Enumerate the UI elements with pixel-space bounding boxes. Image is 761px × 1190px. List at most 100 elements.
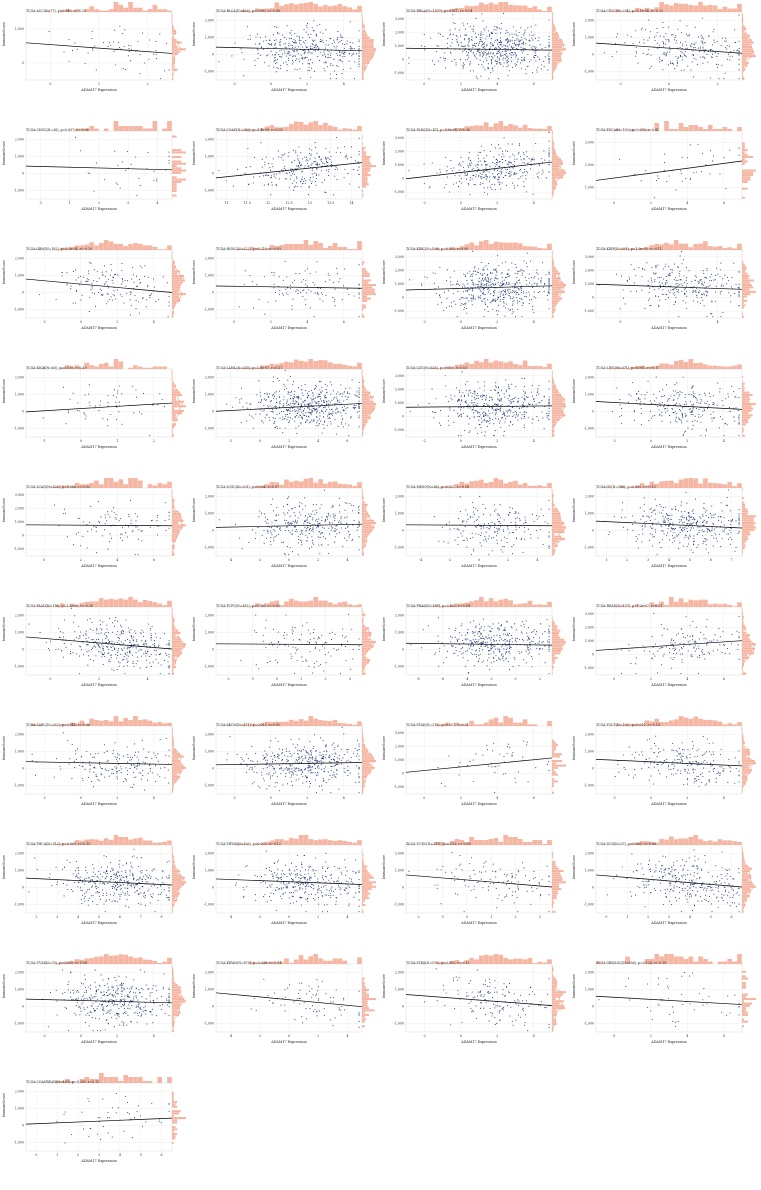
- scatter-point: [305, 160, 307, 162]
- scatter-point: [470, 279, 473, 281]
- x-axis-label: ADAM17 Expression: [81, 445, 117, 449]
- x-histogram-bar: [162, 366, 167, 369]
- x-histogram-bar: [440, 248, 445, 250]
- x-axis-label: ADAM17 Expression: [81, 88, 117, 92]
- scatter-point: [124, 29, 126, 31]
- scatter-point: [168, 295, 170, 298]
- scatter-point: [297, 46, 299, 48]
- scatter-point: [482, 20, 484, 22]
- y-tick-label: 0: [22, 172, 24, 176]
- x-histogram-bar: [245, 129, 250, 131]
- scatter-point: [477, 395, 479, 397]
- scatter-point: [315, 174, 317, 177]
- x-histogram-bar: [274, 364, 280, 369]
- x-tick-label: 0: [423, 82, 425, 86]
- scatter-point: [494, 283, 496, 285]
- scatter-point: [106, 285, 108, 287]
- scatter-point: [500, 171, 502, 173]
- scatter-point: [341, 43, 343, 45]
- scatter-point: [100, 289, 102, 291]
- scatter-point: [523, 158, 525, 160]
- scatter-point: [663, 162, 666, 164]
- scatter-point: [702, 153, 704, 155]
- scatter-point: [647, 280, 649, 282]
- scatter-point: [510, 171, 512, 173]
- scatter-point: [468, 39, 470, 41]
- scatter-point: [498, 386, 500, 388]
- scatter-point: [466, 272, 469, 274]
- scatter-point: [507, 40, 509, 43]
- y-histogram-bar: [362, 36, 370, 39]
- scatter-point: [735, 284, 737, 286]
- y-tick-label: -1,000: [204, 189, 214, 193]
- scatter-point: [515, 413, 517, 415]
- scatter-point: [486, 414, 488, 416]
- scatter-point: [319, 51, 321, 53]
- scatter-point: [451, 39, 453, 41]
- scatter-point: [711, 313, 713, 315]
- scatter-point: [534, 46, 536, 48]
- y-histogram-bar: [172, 387, 174, 390]
- scatter-point: [701, 297, 703, 299]
- scatter-point: [332, 398, 335, 400]
- scatter-point: [504, 315, 506, 317]
- scatter-point: [510, 174, 512, 176]
- scatter-point: [504, 39, 506, 41]
- scatter-point: [294, 32, 296, 35]
- scatter-point: [664, 43, 667, 45]
- scatter-point: [341, 39, 343, 41]
- x-histogram-bar: [64, 247, 70, 250]
- scatter-point: [249, 275, 251, 277]
- y-histogram-bar: [742, 77, 745, 80]
- x-histogram-bar: [712, 5, 718, 12]
- scatter-point: [716, 63, 718, 65]
- scatter-point: [491, 67, 493, 69]
- scatter-point: [259, 43, 261, 45]
- scatter-point: [488, 399, 490, 402]
- scatter-point: [680, 170, 682, 172]
- scatter-point: [321, 432, 323, 434]
- scatter-point: [738, 47, 740, 49]
- scatter-point: [271, 181, 273, 183]
- scatter-point: [705, 164, 707, 166]
- scatter-point: [284, 52, 286, 54]
- y-histogram-bar: [552, 315, 554, 318]
- scatter-point: [491, 188, 493, 191]
- scatter-point: [681, 45, 684, 47]
- scatter-point: [738, 63, 740, 65]
- scatter-point: [479, 414, 481, 416]
- scatter-point: [356, 395, 358, 397]
- scatter-point: [535, 46, 537, 48]
- scatter-point: [316, 25, 318, 27]
- scatter-point: [472, 289, 474, 291]
- x-histogram-bar: [318, 360, 323, 369]
- scatter-point: [312, 47, 314, 49]
- scatter-point: [486, 193, 489, 195]
- scatter-point: [279, 400, 281, 402]
- y-tick-label: -1,000: [14, 308, 24, 312]
- x-histogram-bar: [99, 10, 104, 12]
- scatter-point: [531, 422, 533, 424]
- scatter-point: [104, 179, 106, 181]
- scatter-point: [524, 276, 526, 278]
- x-histogram-bar: [89, 126, 94, 131]
- x-tick-label: 2: [717, 82, 719, 86]
- scatter-point: [515, 56, 517, 58]
- x-histogram-bar: [532, 246, 538, 250]
- x-histogram-bar: [722, 248, 728, 250]
- scatter-point: [325, 44, 327, 46]
- x-histogram-bar: [108, 241, 114, 250]
- x-histogram-bar: [654, 123, 660, 131]
- y-histogram-bar: [172, 41, 182, 44]
- scatter-panel: -2 0 2 4 -1,000 0 1,000 2,000 TCGA-LIHC(N=371), …: [570, 357, 760, 476]
- y-histogram-bar: [172, 176, 177, 179]
- scatter-point: [308, 402, 310, 404]
- x-histogram-bar: [128, 126, 133, 131]
- scatter-point: [135, 286, 137, 288]
- x-histogram-bar: [84, 128, 90, 131]
- scatter-point: [317, 294, 319, 296]
- y-histogram-bar: [172, 414, 176, 417]
- scatter-point: [514, 273, 516, 275]
- scatter-point: [479, 286, 481, 288]
- scatter-point: [455, 182, 457, 184]
